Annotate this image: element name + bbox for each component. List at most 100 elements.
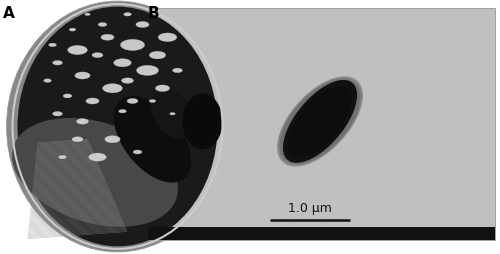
Point (400, 43, 408, 47)
Point (324, 186, 332, 190)
Point (466, 154, 473, 158)
Point (174, 200, 182, 204)
Point (330, 172, 338, 176)
Point (452, 81, 460, 85)
Point (352, 17, 360, 21)
Point (472, 23, 480, 27)
Point (454, 186, 462, 190)
Point (370, 130, 378, 134)
Point (460, 219, 468, 224)
Point (340, 105, 348, 109)
Point (256, 94, 264, 99)
Point (276, 181, 284, 185)
Point (369, 65, 377, 69)
Point (190, 208, 198, 212)
Point (424, 208, 432, 212)
Point (463, 73, 471, 77)
Ellipse shape (122, 78, 134, 84)
Point (314, 219, 322, 223)
Point (358, 51, 366, 55)
Point (366, 28, 374, 32)
Point (450, 200, 458, 204)
Point (350, 12, 358, 16)
Point (464, 118, 472, 122)
Ellipse shape (69, 29, 76, 32)
Point (440, 9, 448, 13)
Point (218, 174, 226, 178)
Point (469, 99, 477, 103)
Point (154, 178, 162, 182)
Point (448, 117, 456, 121)
Point (382, 24, 390, 28)
Point (240, 128, 248, 132)
Point (148, 106, 156, 110)
Point (456, 83, 464, 87)
Point (310, 209, 318, 213)
Point (304, 58, 312, 62)
Point (386, 28, 394, 32)
Point (485, 41, 493, 45)
Point (224, 60, 232, 64)
Point (231, 173, 239, 177)
Point (488, 212, 496, 216)
Point (308, 133, 316, 137)
Point (162, 171, 170, 175)
Point (436, 154, 444, 158)
Point (462, 170, 469, 174)
Point (304, 104, 312, 108)
Point (296, 206, 304, 210)
Point (402, 215, 409, 219)
Point (175, 65, 183, 69)
Point (420, 28, 428, 33)
Point (454, 120, 462, 124)
Point (292, 168, 300, 172)
Point (238, 211, 246, 215)
Point (194, 72, 202, 76)
Point (388, 209, 396, 213)
Point (184, 130, 192, 134)
Point (152, 92, 160, 96)
Point (308, 152, 316, 156)
Point (226, 70, 234, 74)
Point (276, 178, 284, 182)
Point (485, 212, 493, 216)
Point (368, 187, 376, 191)
Point (384, 201, 392, 205)
Point (202, 78, 210, 82)
Point (478, 144, 486, 148)
Ellipse shape (101, 35, 114, 41)
Point (409, 193, 417, 197)
Point (318, 133, 326, 137)
Point (404, 64, 412, 68)
Point (384, 198, 392, 202)
Point (164, 31, 172, 35)
Point (390, 212, 398, 216)
Point (466, 77, 473, 82)
Point (194, 56, 202, 60)
Point (198, 14, 206, 18)
Point (180, 126, 188, 130)
Point (276, 137, 284, 141)
Point (452, 194, 460, 198)
Ellipse shape (124, 13, 132, 17)
Point (423, 29, 431, 33)
Point (366, 50, 374, 54)
Point (159, 47, 167, 51)
Point (314, 81, 322, 85)
Point (363, 141, 371, 145)
Point (285, 166, 293, 170)
Point (468, 45, 476, 49)
Point (327, 30, 335, 34)
Point (320, 199, 328, 203)
Point (219, 150, 227, 154)
Point (279, 193, 287, 197)
Point (371, 210, 379, 214)
Point (246, 42, 254, 46)
Point (323, 58, 331, 62)
Point (159, 124, 167, 129)
Point (386, 180, 394, 184)
Point (287, 80, 295, 84)
Point (298, 219, 306, 223)
Point (320, 77, 328, 81)
Point (212, 213, 220, 217)
